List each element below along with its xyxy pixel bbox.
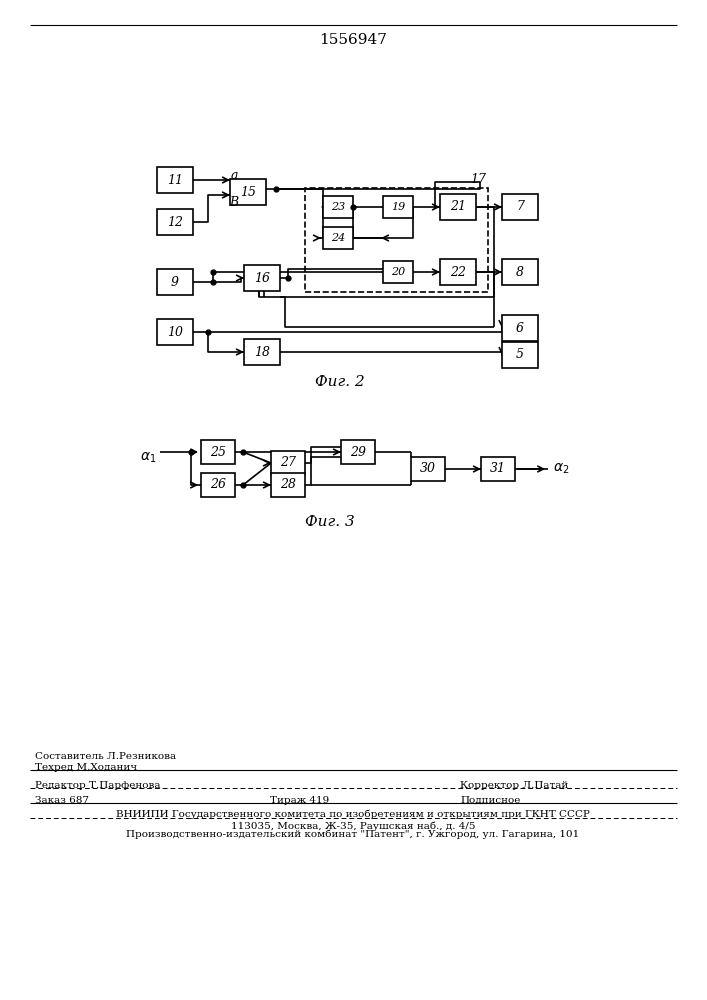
Text: Фиг. 3: Фиг. 3 xyxy=(305,515,355,529)
Bar xyxy=(383,261,413,283)
Text: 26: 26 xyxy=(210,479,226,491)
Text: 24: 24 xyxy=(331,233,345,243)
Bar xyxy=(201,440,235,464)
Text: $\alpha_2$: $\alpha_2$ xyxy=(553,462,569,476)
Text: Производственно-издательский комбинат "Патент", г. Ужгород, ул. Гагарина, 101: Производственно-издательский комбинат "П… xyxy=(127,830,580,839)
Bar xyxy=(440,194,476,220)
Bar xyxy=(244,339,280,365)
Bar xyxy=(157,269,193,295)
Bar xyxy=(502,315,538,341)
Text: 1556947: 1556947 xyxy=(319,33,387,47)
Bar xyxy=(271,473,305,497)
Text: 21: 21 xyxy=(450,200,466,214)
Text: 19: 19 xyxy=(391,202,405,212)
Text: 31: 31 xyxy=(490,462,506,476)
Text: 29: 29 xyxy=(350,446,366,458)
Bar xyxy=(481,457,515,481)
Text: ВНИИПИ Государственного комитета по изобретениям и открытиям при ГКНТ СССР: ВНИИПИ Государственного комитета по изоб… xyxy=(116,810,590,819)
Bar xyxy=(502,259,538,285)
Text: 16: 16 xyxy=(254,271,270,284)
Text: Фиг. 2: Фиг. 2 xyxy=(315,375,365,389)
Text: Составитель Л.Резникова: Составитель Л.Резникова xyxy=(35,752,176,761)
Text: 9: 9 xyxy=(171,275,179,288)
Text: Тираж 419: Тираж 419 xyxy=(270,796,329,805)
Text: $\alpha_1$: $\alpha_1$ xyxy=(140,451,156,465)
Text: 22: 22 xyxy=(450,265,466,278)
Text: 23: 23 xyxy=(331,202,345,212)
Bar xyxy=(323,227,353,249)
Text: a: a xyxy=(230,169,238,182)
Text: B: B xyxy=(230,196,238,209)
Text: 113035, Москва, Ж-35, Раушская наб., д. 4/5: 113035, Москва, Ж-35, Раушская наб., д. … xyxy=(230,822,475,831)
Bar xyxy=(157,209,193,235)
Text: 15: 15 xyxy=(240,186,256,198)
Text: 20: 20 xyxy=(391,267,405,277)
Text: Подписное: Подписное xyxy=(460,796,520,805)
Text: 8: 8 xyxy=(516,265,524,278)
Bar xyxy=(157,167,193,193)
Bar xyxy=(305,188,488,292)
Bar xyxy=(341,440,375,464)
Text: Техред М.Ходанич: Техред М.Ходанич xyxy=(35,763,137,772)
Text: 11: 11 xyxy=(167,174,183,186)
Bar xyxy=(157,319,193,345)
Text: Корректор Л.Патай: Корректор Л.Патай xyxy=(460,781,568,790)
Text: 27: 27 xyxy=(280,456,296,470)
Text: 7: 7 xyxy=(516,200,524,214)
Bar xyxy=(271,451,305,475)
Text: 10: 10 xyxy=(167,326,183,338)
Text: 12: 12 xyxy=(167,216,183,229)
Text: Заказ 687: Заказ 687 xyxy=(35,796,89,805)
Text: 18: 18 xyxy=(254,346,270,359)
Bar xyxy=(411,457,445,481)
Text: 5: 5 xyxy=(516,349,524,361)
Text: 25: 25 xyxy=(210,446,226,458)
Text: 6: 6 xyxy=(516,322,524,334)
Text: 30: 30 xyxy=(420,462,436,476)
Text: 17: 17 xyxy=(470,173,486,186)
Text: 28: 28 xyxy=(280,479,296,491)
Bar xyxy=(502,194,538,220)
Bar xyxy=(230,179,266,205)
Bar xyxy=(201,473,235,497)
Bar xyxy=(383,196,413,218)
Bar xyxy=(244,265,280,291)
Bar xyxy=(323,196,353,218)
Bar xyxy=(502,342,538,368)
Text: Редактор Т.Парфенова: Редактор Т.Парфенова xyxy=(35,781,160,790)
Bar xyxy=(440,259,476,285)
